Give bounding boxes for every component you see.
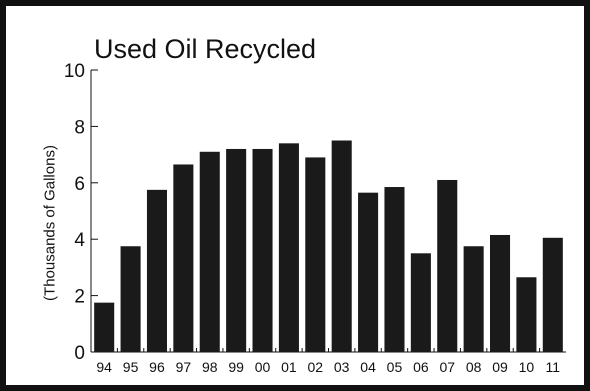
bar — [226, 148, 247, 352]
bar — [278, 143, 299, 352]
x-tick-label: 97 — [176, 359, 192, 375]
x-tick-label: 05 — [387, 359, 403, 375]
bar — [410, 253, 431, 352]
y-tick-label: 6 — [74, 174, 85, 195]
bar — [331, 140, 352, 352]
bar — [94, 302, 115, 352]
y-tick-label: 2 — [74, 287, 85, 308]
bar — [305, 157, 326, 352]
bar — [542, 237, 563, 352]
x-tick-label: 04 — [360, 359, 376, 375]
x-tick-label: 02 — [308, 359, 324, 375]
bar — [490, 234, 511, 352]
x-tick-label: 00 — [255, 359, 271, 375]
y-tick-label: 8 — [74, 117, 85, 138]
x-tick-label: 06 — [413, 359, 429, 375]
y-tick-label: 4 — [74, 230, 85, 251]
bar — [384, 187, 405, 352]
x-tick-label: 98 — [202, 359, 218, 375]
bar — [173, 164, 194, 352]
y-tick-label: 0 — [74, 343, 85, 364]
x-tick-label: 01 — [281, 359, 297, 375]
bar — [120, 246, 141, 352]
x-tick-label: 09 — [492, 359, 508, 375]
bar — [252, 148, 273, 352]
x-tick-label: 10 — [519, 359, 535, 375]
bar — [437, 179, 458, 352]
y-tick-label: 10 — [64, 61, 85, 82]
x-tick-label: 99 — [228, 359, 244, 375]
x-tick-label: 94 — [96, 359, 112, 375]
bar — [358, 192, 379, 352]
bar — [516, 277, 537, 352]
bar — [146, 189, 167, 352]
chart-title: Used Oil Recycled — [94, 34, 317, 64]
x-tick-label: 07 — [439, 359, 455, 375]
x-tick-label: 96 — [149, 359, 165, 375]
bar — [463, 246, 484, 352]
x-tick-label: 11 — [546, 359, 561, 375]
x-tick-label: 03 — [334, 359, 350, 375]
bar — [199, 151, 220, 352]
x-tick-label: 95 — [123, 359, 139, 375]
x-tick-label: 08 — [466, 359, 482, 375]
